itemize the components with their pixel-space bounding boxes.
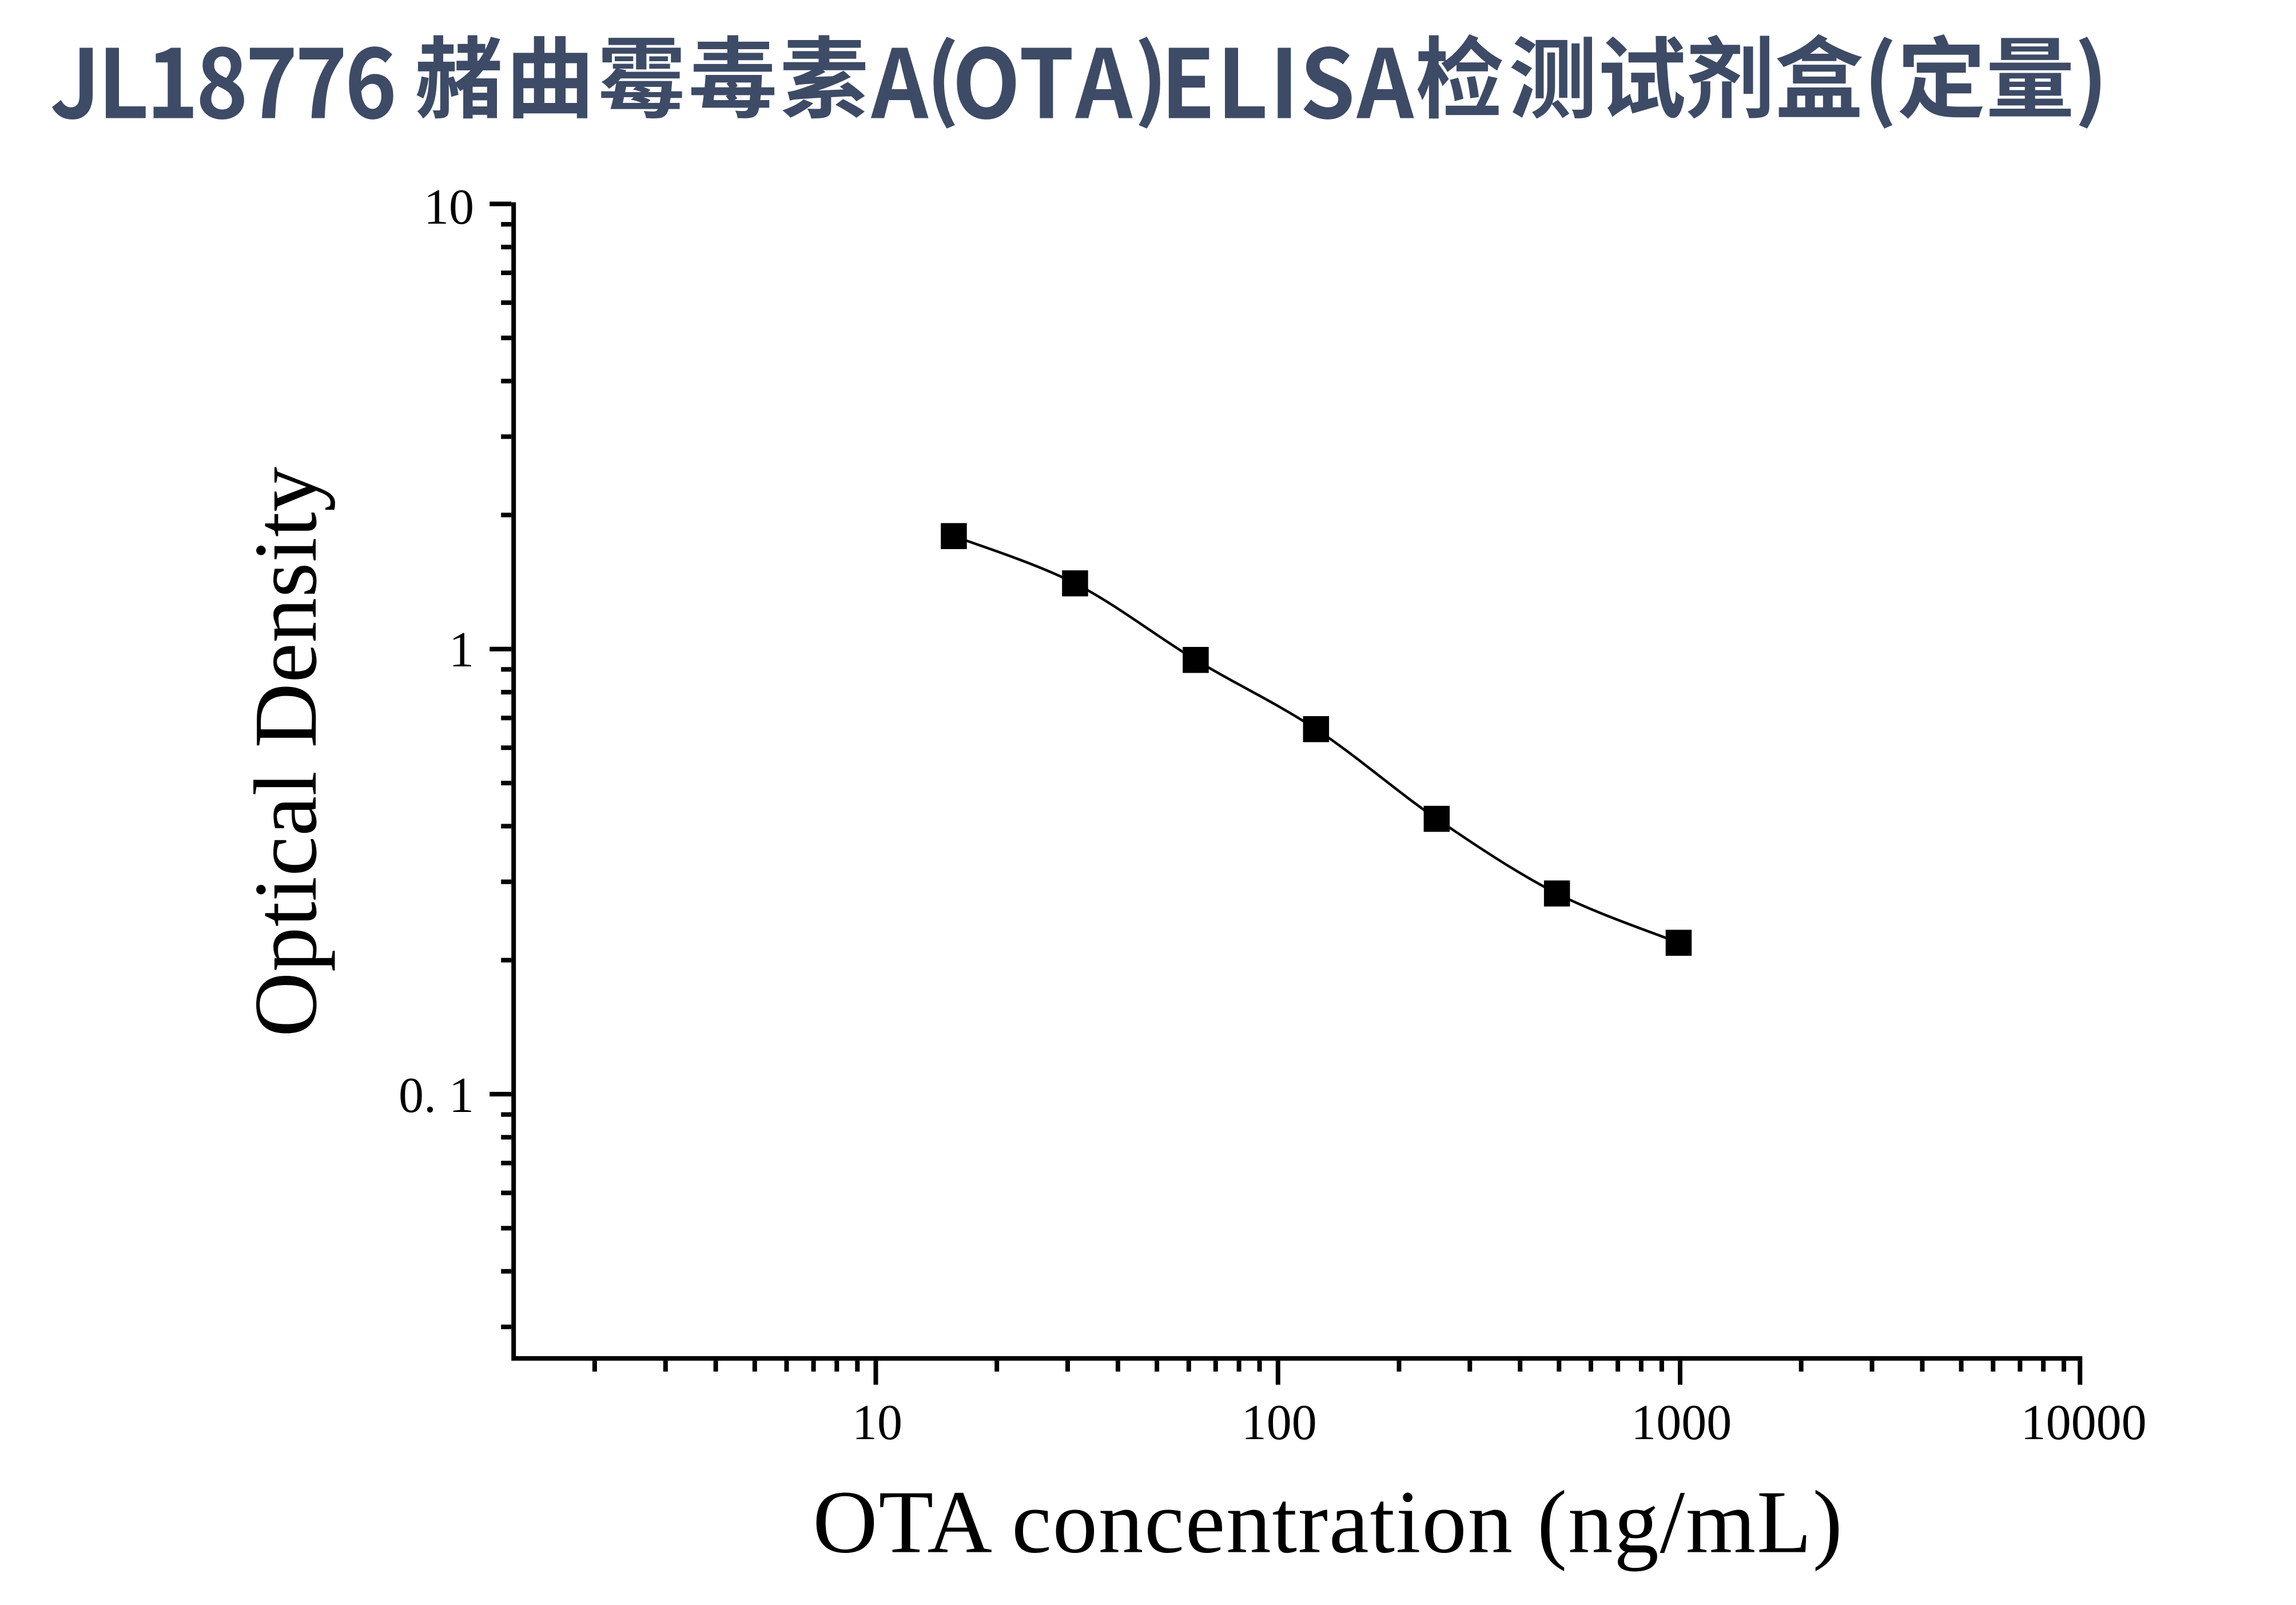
svg-text:1: 1 (449, 622, 474, 678)
svg-text:0. 1: 0. 1 (399, 1068, 474, 1123)
svg-text:10: 10 (852, 1395, 902, 1451)
svg-text:1000: 1000 (1631, 1395, 1732, 1451)
svg-text:Optical Density: Optical Density (236, 467, 335, 1037)
svg-text:10: 10 (424, 180, 474, 235)
svg-text:OTA concentration (ng/mL): OTA concentration (ng/mL) (813, 1472, 1844, 1572)
svg-text:10000: 10000 (2021, 1395, 2147, 1451)
svg-text:100: 100 (1241, 1395, 1317, 1451)
